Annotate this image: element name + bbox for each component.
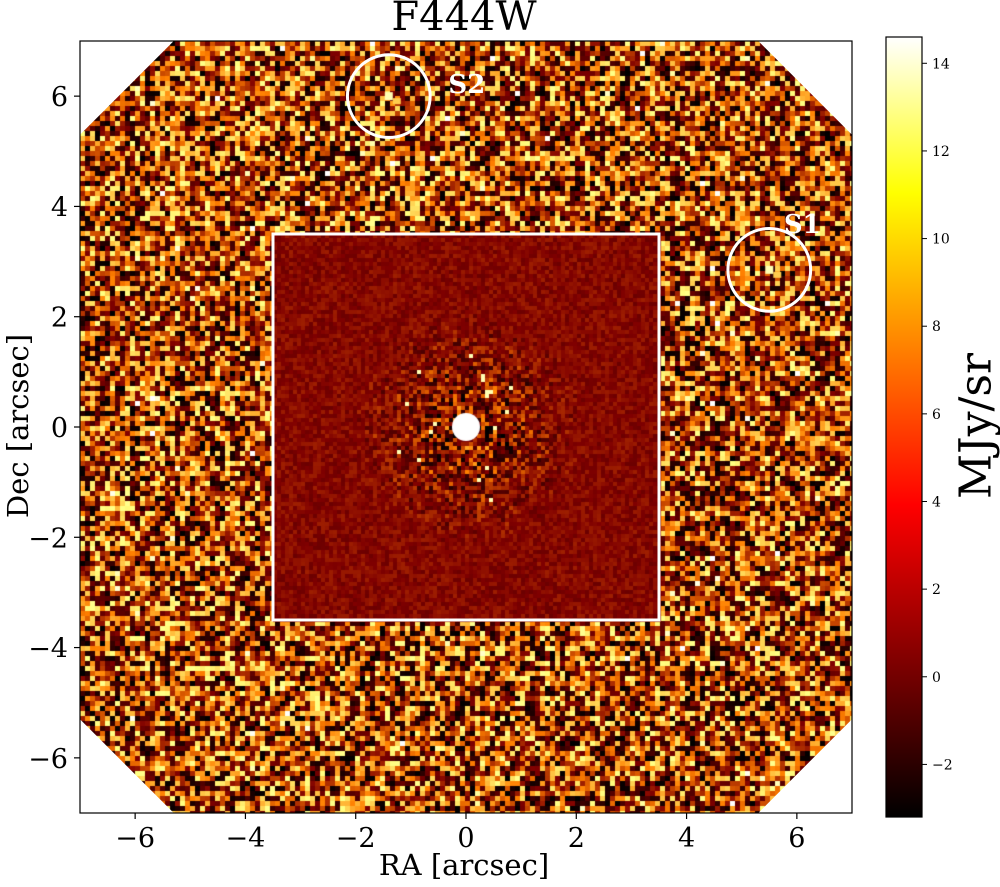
y-tick-label: 6 (51, 82, 68, 113)
colorbar-tick-label: 6 (932, 407, 941, 423)
y-tick-label: −6 (28, 744, 68, 775)
colorbar-tick-label: 2 (932, 582, 941, 598)
colorbar-tick-label: 4 (932, 494, 941, 510)
residual-image (80, 41, 852, 813)
y-tick-label: 2 (51, 303, 68, 334)
y-axis-label: Dec [arcsec] (1, 334, 35, 518)
x-tick-label: 6 (788, 823, 805, 854)
y-tick-label: 0 (51, 413, 68, 444)
x-tick-label: 4 (678, 823, 695, 854)
colorbar-tick-label: 12 (932, 144, 950, 160)
plot-title: F444W (391, 0, 536, 40)
source-label-s2: S2 (448, 70, 485, 100)
y-tick-label: −4 (28, 634, 68, 665)
y-tick-label: 4 (51, 192, 68, 223)
colorbar-tick-label: −2 (932, 757, 953, 773)
colorbar-tick-label: 10 (932, 232, 950, 248)
colorbar: −2 0 2 4 6 8 10 12 14 (886, 37, 953, 817)
x-tick-label: −2 (336, 823, 376, 854)
colorbar-gradient (886, 37, 922, 817)
colorbar-tick-label: 8 (932, 319, 941, 335)
colorbar-label: MJy/sr (951, 353, 1000, 499)
colorbar-tick-label: 0 (932, 670, 941, 686)
source-label-s1: S1 (784, 210, 821, 240)
image-layer (80, 41, 852, 813)
colorbar-tick-label: 14 (932, 56, 950, 72)
y-tick-label: −2 (28, 523, 68, 554)
x-tick-label: −6 (115, 823, 155, 854)
x-tick-label: −4 (226, 823, 266, 854)
x-axis-label: RA [arcsec] (379, 848, 549, 882)
x-tick-label: 2 (568, 823, 585, 854)
